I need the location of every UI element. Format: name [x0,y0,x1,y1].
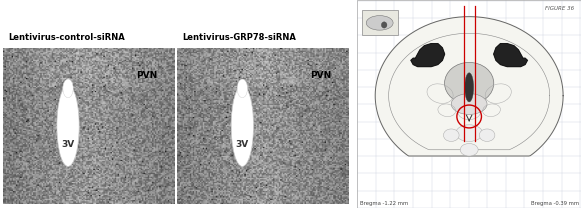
Text: PVN: PVN [136,71,157,80]
Ellipse shape [231,85,253,166]
Ellipse shape [366,16,393,30]
Ellipse shape [451,94,487,114]
Ellipse shape [443,129,459,141]
Ellipse shape [444,62,494,104]
Text: Lentivirus-control-siRNA: Lentivirus-control-siRNA [8,33,125,42]
Polygon shape [375,17,563,156]
FancyBboxPatch shape [362,10,397,35]
Text: Bregma -1.22 mm: Bregma -1.22 mm [360,201,408,206]
Ellipse shape [460,144,478,156]
Ellipse shape [479,129,495,141]
Ellipse shape [381,22,387,28]
Ellipse shape [57,85,79,166]
Ellipse shape [456,125,483,141]
Polygon shape [411,44,444,67]
Text: 3V: 3V [236,140,249,149]
Text: PVN: PVN [310,71,331,80]
Ellipse shape [63,79,73,98]
Text: FIGURE 36: FIGURE 36 [545,6,574,11]
Text: Bregma -0.39 mm: Bregma -0.39 mm [530,201,579,206]
Ellipse shape [237,79,248,98]
Polygon shape [494,44,528,67]
Ellipse shape [465,73,474,102]
Text: 3V: 3V [62,140,75,149]
Text: Lentivirus-GRP78-siRNA: Lentivirus-GRP78-siRNA [182,33,296,42]
